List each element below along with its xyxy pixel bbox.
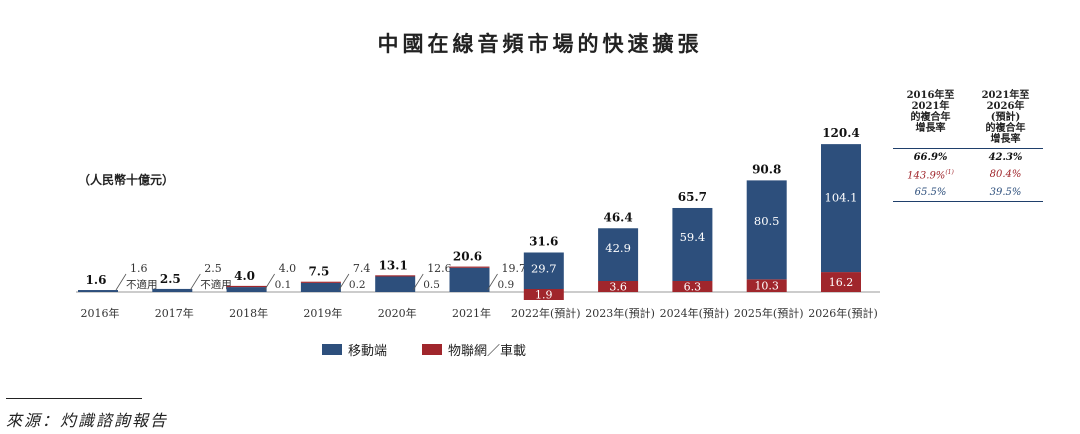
cagr-table: 2016年至 2021年 的複合年 增長率 2021年至 2026年 (預計) … xyxy=(893,90,1043,203)
total-label: 2.5 xyxy=(160,272,181,286)
mobile-value-label: 1.6 xyxy=(130,262,148,275)
legend-iot-swatch xyxy=(422,344,442,355)
total-label: 7.5 xyxy=(308,265,329,279)
x-tick-label: 2023年(預計) xyxy=(585,306,655,320)
cagr-table-header: 2016年至 2021年 的複合年 增長率 2021年至 2026年 (預計) … xyxy=(893,90,1043,149)
mobile-value-label: 104.1 xyxy=(825,191,858,205)
total-label: 120.4 xyxy=(822,126,860,140)
cagr-mobile-2016-2021: 65.5% xyxy=(914,187,947,199)
x-tick-label: 2024年(預計) xyxy=(660,306,730,320)
iot-value-label: 不適用 xyxy=(200,278,232,291)
unit-label: （人民幣十億元） xyxy=(78,173,175,187)
total-label: 20.6 xyxy=(453,250,482,264)
total-label: 31.6 xyxy=(529,234,558,248)
x-tick-label: 2025年(預計) xyxy=(734,306,804,320)
leader-line xyxy=(338,273,350,291)
mobile-bar xyxy=(746,180,787,280)
cagr-row-iot: 143.9%(1) 80.4% xyxy=(893,166,1043,184)
legend-iot-label: 物聯網／車載 xyxy=(448,344,527,359)
cagr-row-mobile: 65.5% 39.5% xyxy=(893,184,1043,203)
mobile-value-label: 42.9 xyxy=(605,241,631,255)
iot-bar xyxy=(226,285,267,288)
mobile-value-label: 12.6 xyxy=(427,262,452,275)
iot-value-label: 16.2 xyxy=(829,276,854,289)
x-tick-label: 2017年 xyxy=(155,306,194,320)
mobile-bar xyxy=(598,228,639,281)
mobile-bar xyxy=(78,290,118,292)
mobile-value-label: 80.5 xyxy=(754,214,780,228)
x-tick-label: 2022年(預計) xyxy=(511,306,581,320)
legend-mobile: 移動端 xyxy=(322,340,387,359)
iot-value-label: 不適用 xyxy=(126,278,158,291)
leader-line xyxy=(412,273,424,291)
total-label: 13.1 xyxy=(379,258,408,272)
mobile-bar xyxy=(449,267,490,292)
iot-value-label: 0.9 xyxy=(498,279,515,291)
footnote-marker: (1) xyxy=(945,169,954,176)
iot-bar xyxy=(300,281,341,283)
total-label: 46.4 xyxy=(603,210,632,224)
iot-value-label: 0.2 xyxy=(349,279,366,291)
mobile-bar xyxy=(152,288,193,292)
iot-value-label: 0.5 xyxy=(423,279,440,291)
mobile-bar xyxy=(375,276,416,292)
source-note: 來源：灼識諮詢報告 xyxy=(6,411,169,430)
mobile-bar xyxy=(821,144,861,273)
iot-bar xyxy=(746,279,787,292)
source-divider xyxy=(6,398,142,399)
iot-value-label: 1.9 xyxy=(535,289,553,302)
mobile-bar xyxy=(300,282,341,292)
iot-bar xyxy=(523,289,564,300)
cagr-iot-2021-2026: 80.4% xyxy=(989,169,1022,180)
total-label: 4.0 xyxy=(234,269,255,283)
cagr-total-2021-2026: 42.3% xyxy=(988,152,1023,163)
total-label: 1.6 xyxy=(86,273,107,287)
mobile-value-label: 4.0 xyxy=(279,262,297,275)
legend-mobile-label: 移動端 xyxy=(348,344,388,359)
iot-value-label: 0.1 xyxy=(275,279,292,291)
iot-bar xyxy=(598,281,639,292)
iot-bar xyxy=(375,275,416,277)
x-tick-label: 2016年 xyxy=(81,306,120,320)
iot-bar xyxy=(449,266,490,268)
leader-line xyxy=(264,273,275,291)
cagr-iot-2016-2021: 143.9%(1) xyxy=(907,169,954,182)
mobile-value-label: 59.4 xyxy=(680,230,706,244)
mobile-bar xyxy=(226,287,267,292)
leader-line xyxy=(115,273,127,291)
total-label: 90.8 xyxy=(752,162,781,176)
mobile-value-label: 29.7 xyxy=(531,261,557,275)
leader-line xyxy=(487,273,498,291)
mobile-value-label: 19.7 xyxy=(502,262,527,275)
iot-value-label: 10.3 xyxy=(754,280,779,293)
x-tick-label: 2018年 xyxy=(229,306,268,320)
cagr-row-total: 66.9% 42.3% xyxy=(893,149,1043,166)
cagr-mobile-2021-2026: 39.5% xyxy=(989,187,1022,199)
x-tick-label: 2020年 xyxy=(378,306,417,320)
legend-iot: 物聯網／車載 xyxy=(422,340,526,359)
total-label: 65.7 xyxy=(678,190,707,204)
chart-title: 中國在線音頻市場的快速擴張 xyxy=(377,31,703,56)
x-tick-label: 2021年 xyxy=(452,306,491,320)
cagr-header-right: 2021年至 2026年 (預計) 的複合年 增長率 xyxy=(981,90,1030,145)
mobile-bar xyxy=(523,252,564,289)
leader-line xyxy=(189,273,201,291)
mobile-bar xyxy=(672,207,713,281)
cagr-total-2016-2021: 66.9% xyxy=(913,152,948,163)
x-tick-label: 2026年(預計) xyxy=(808,306,878,320)
mobile-value-label: 7.4 xyxy=(353,262,371,275)
iot-bar xyxy=(821,272,861,292)
iot-value-label: 6.3 xyxy=(684,281,702,294)
iot-value-label: 3.6 xyxy=(609,281,627,294)
cagr-header-left: 2016年至 2021年 的複合年 增長率 xyxy=(906,90,955,134)
iot-bar xyxy=(672,281,713,292)
mobile-value-label: 2.5 xyxy=(204,262,222,275)
x-tick-label: 2019年 xyxy=(303,306,342,320)
legend-mobile-swatch xyxy=(322,344,342,355)
